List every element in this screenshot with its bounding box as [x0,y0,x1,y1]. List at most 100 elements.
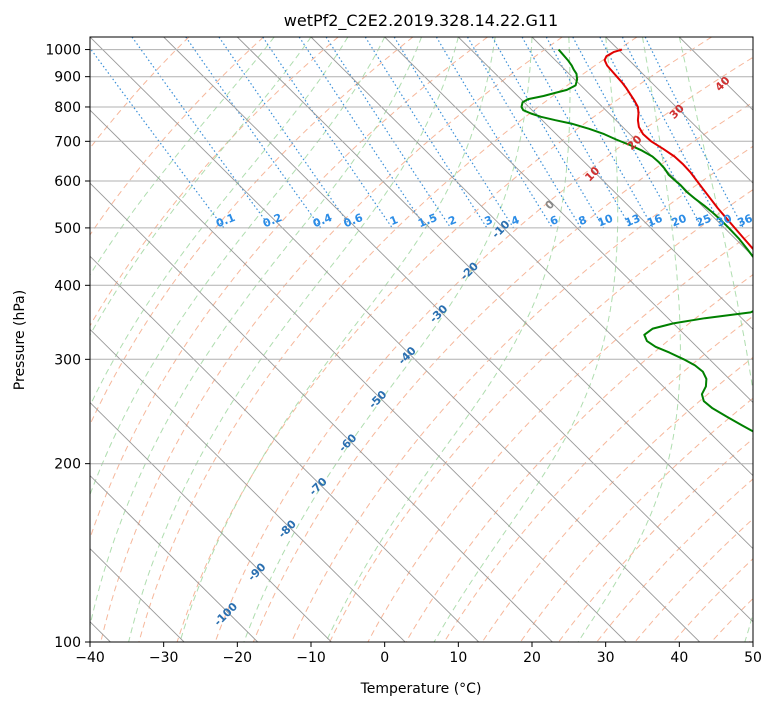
mixing-ratio-label: 2 [446,213,458,228]
moist-adiabat [90,37,312,336]
y-tick-label: 200 [54,457,81,473]
y-axis-title: Pressure (hPa) [12,290,28,390]
mixing-ratio-label: 16 [645,212,664,230]
moist-adiabat [90,37,275,276]
x-tick-label: 10 [449,650,467,666]
y-tick-label: 700 [54,134,81,150]
x-tick-label: −40 [75,650,105,666]
moist-adiabat [243,37,533,642]
mixing-ratio-line [466,37,582,229]
dry-adiabat [672,558,753,642]
dry-adiabat [596,478,753,642]
profiles [520,48,753,433]
mixing-ratio-line [572,37,678,229]
dry-adiabat [100,37,563,642]
y-tick-label: 300 [54,352,81,368]
y-tick-label: 1000 [45,43,81,59]
dry-adiabat [90,37,264,236]
isotherm [90,109,627,642]
moist-adiabat [90,37,422,629]
moist-adiabat [433,37,619,642]
mixing-ratio-line [435,37,553,229]
isotherm [90,255,480,642]
moist-adiabat [179,37,496,642]
x-tick-label: 0 [380,650,389,666]
isotherm [90,401,332,642]
moist-adiabat [577,37,681,642]
moist-adiabat [678,37,753,642]
dry-adiabat [90,37,414,426]
dry-adiabat [252,101,753,642]
dry-adiabat [291,145,753,642]
mixing-ratio-label: 30 [715,212,734,230]
mixing-ratio-label: 3 [483,213,495,228]
isotherm [236,37,753,550]
dry-adiabat [367,231,753,642]
dry-adiabat [90,37,339,327]
mixing-ratio-label: 25 [694,212,713,230]
mixing-ratio-label: 36 [735,212,754,230]
isotherm [90,182,553,642]
x-tick-label: 50 [744,650,762,666]
mixing-ratio-line [185,37,322,229]
isotherm [90,474,259,642]
dry-adiabat [558,438,753,642]
mixing-ratio-line [364,37,488,229]
isotherm [605,37,753,184]
dry-adiabat [329,189,753,642]
isotherm [90,37,701,642]
mixing-ratio-label: 10 [596,212,615,230]
isotherm [310,37,753,477]
moist-adiabat [90,37,386,496]
dry-adiabat [520,397,753,642]
isotherm [531,37,753,257]
isotherm [457,37,753,331]
isotherm-label: -40 [396,344,419,367]
x-axis-title: Temperature (°C) [360,681,482,697]
y-tick-label: 800 [54,100,81,116]
mixing-ratio-line [298,37,427,229]
grid-lines [90,37,753,642]
dry-adiabat [90,37,488,540]
plot-frame [89,36,754,643]
y-tick-label: 600 [54,174,81,190]
x-tick-label: 40 [670,650,688,666]
dry-adiabat [481,356,753,642]
dry-adiabat [634,518,753,642]
axis-ticks: −40 −30 −20 −10 0 10 20 30 40 5010020030040050060… [45,43,762,666]
mixing-ratio-line [90,47,225,229]
isotherm-label: -70 [307,475,330,498]
mixing-ratio-line [325,37,452,229]
dewpoint-line [520,48,753,433]
isotherm-label: 30 [667,101,687,121]
y-tick-label: 100 [54,635,81,651]
mixing-ratio-label: 8 [577,213,589,228]
x-tick-label: −20 [223,650,253,666]
moist-adiabat [90,37,349,407]
dry-adiabat [138,37,638,642]
x-tick-label: −30 [149,650,179,666]
dry-adiabat [90,37,190,149]
isotherm-label: -20 [458,259,481,282]
mixing-ratio-line [393,37,515,229]
y-tick-label: 500 [54,221,81,237]
isotherm-label: -80 [276,517,299,540]
temperature-line [603,48,753,251]
mixing-ratio-line [218,37,353,229]
mixing-ratio-line [131,37,272,229]
isotherm-label: -50 [366,388,389,411]
dry-adiabat [214,56,753,642]
mixing-ratio-label: 13 [623,212,642,230]
dry-adiabat [443,315,753,642]
x-tick-label: −10 [296,650,326,666]
chart-title: wetPf2_C2E2.2019.328.14.22.G11 [284,11,558,31]
mixing-ratio-line [545,37,654,229]
dry-adiabat [176,37,712,642]
dry-adiabat [710,597,753,642]
mixing-ratio-label: 20 [669,212,688,230]
isotherm [163,37,753,623]
isotherm [678,37,753,111]
isotherm [90,328,406,642]
mixing-ratio-line [599,37,703,229]
